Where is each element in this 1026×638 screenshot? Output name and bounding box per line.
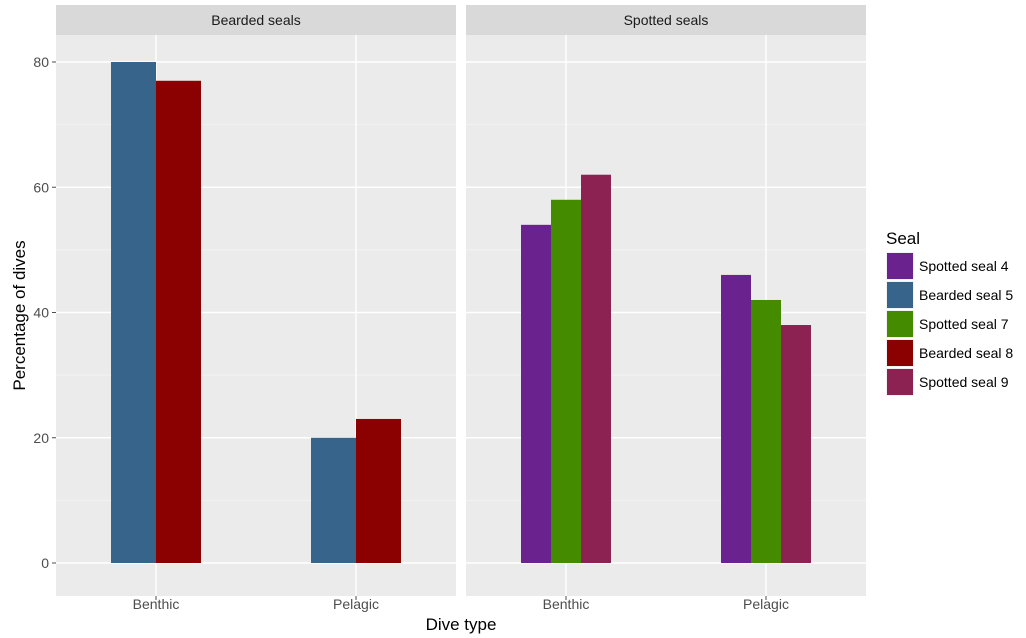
legend-swatch bbox=[887, 253, 913, 279]
legend-swatch bbox=[887, 369, 913, 395]
y-tick-label: 80 bbox=[33, 54, 49, 70]
bar bbox=[781, 325, 811, 563]
bar bbox=[751, 299, 781, 563]
y-tick-label: 0 bbox=[41, 555, 49, 571]
facet-strip bbox=[466, 5, 866, 35]
y-tick-label: 20 bbox=[33, 430, 49, 446]
y-axis-title: Percentage of dives bbox=[10, 240, 29, 390]
legend-label: Bearded seal 8 bbox=[919, 345, 1013, 361]
bar bbox=[551, 199, 581, 563]
x-tick-label: Pelagic bbox=[333, 596, 379, 612]
legend-label: Spotted seal 7 bbox=[919, 316, 1009, 332]
bar bbox=[311, 437, 356, 563]
y-tick-label: 40 bbox=[33, 305, 49, 321]
facet-strip bbox=[56, 5, 456, 35]
bar bbox=[356, 418, 401, 563]
legend-swatch bbox=[887, 282, 913, 308]
x-tick-label: Benthic bbox=[133, 596, 180, 612]
x-tick-label: Pelagic bbox=[743, 596, 789, 612]
legend-title: Seal bbox=[886, 229, 920, 248]
bar bbox=[721, 274, 751, 563]
legend-label: Bearded seal 5 bbox=[919, 287, 1013, 303]
x-tick-label: Benthic bbox=[543, 596, 590, 612]
x-axis-title: Dive type bbox=[426, 615, 497, 634]
bar bbox=[521, 224, 551, 563]
bar bbox=[581, 174, 611, 563]
bar bbox=[156, 80, 201, 563]
legend-label: Spotted seal 4 bbox=[919, 258, 1009, 274]
bar bbox=[111, 62, 156, 563]
y-tick-label: 60 bbox=[33, 179, 49, 195]
facet-strip-label: Spotted seals bbox=[624, 12, 709, 28]
legend-swatch bbox=[887, 340, 913, 366]
facet-strip-label: Bearded seals bbox=[211, 12, 301, 28]
legend-swatch bbox=[887, 311, 913, 337]
legend-label: Spotted seal 9 bbox=[919, 374, 1009, 390]
